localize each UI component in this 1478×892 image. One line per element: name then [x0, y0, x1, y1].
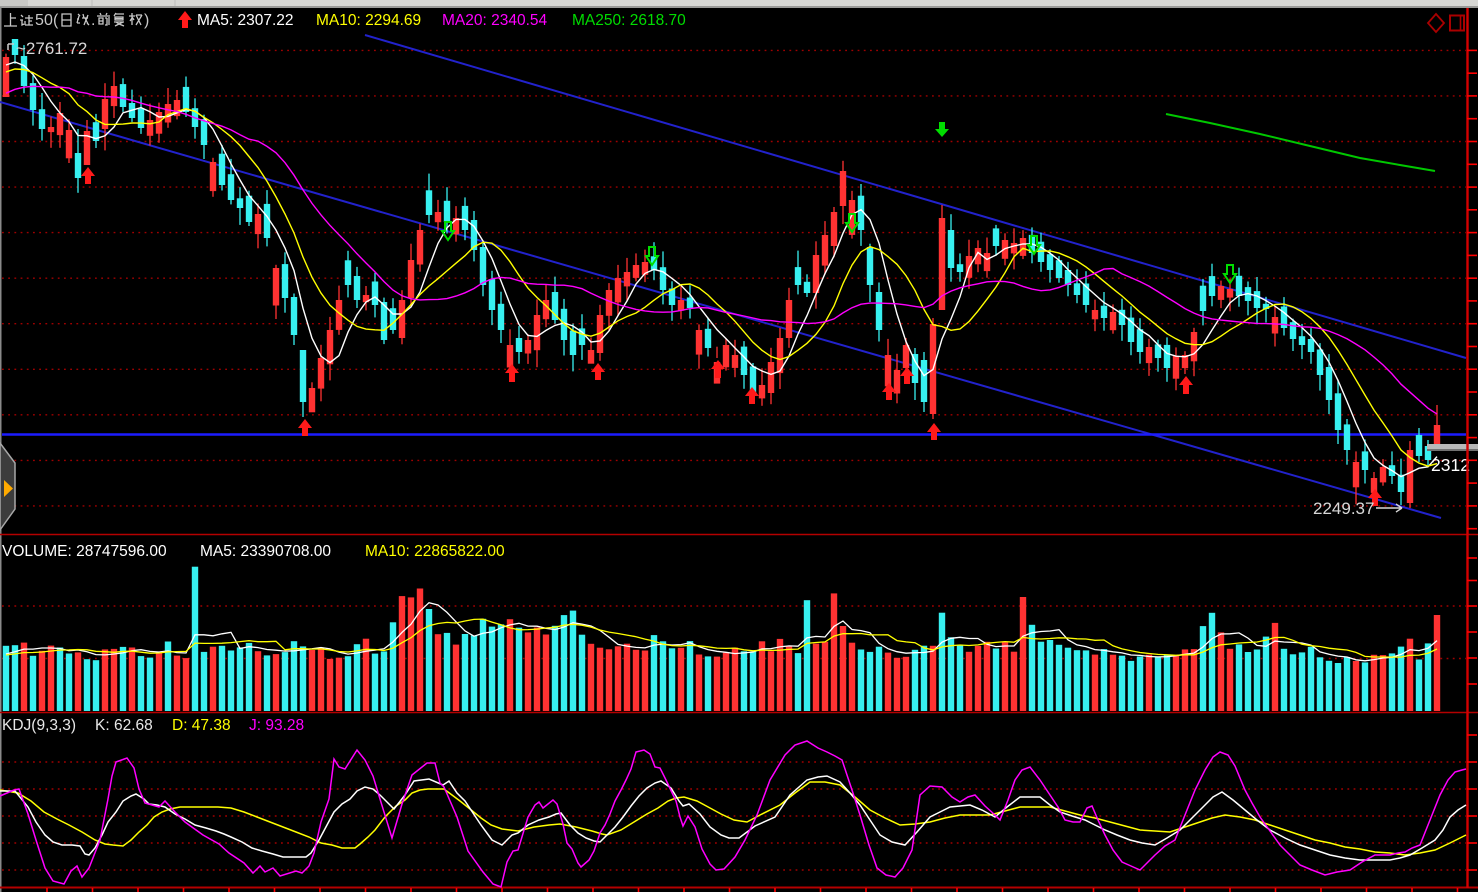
svg-text:): ) [144, 12, 149, 29]
svg-text:J: 93.28: J: 93.28 [249, 717, 304, 734]
svg-text:5: 5 [35, 12, 44, 29]
svg-text:MA10: 22865822.00: MA10: 22865822.00 [365, 543, 505, 560]
svg-text:MA250: 2618.70: MA250: 2618.70 [572, 12, 686, 29]
svg-text:(: ( [53, 12, 59, 29]
svg-text:K: 62.68: K: 62.68 [95, 717, 153, 734]
svg-text:MA5: 23390708.00: MA5: 23390708.00 [200, 543, 331, 560]
svg-text:2312: 2312 [1431, 455, 1470, 475]
svg-text:0: 0 [44, 12, 53, 29]
svg-text:MA5: 2307.22: MA5: 2307.22 [197, 12, 294, 29]
svg-text:VOLUME: 28747596.00: VOLUME: 28747596.00 [2, 543, 167, 560]
svg-text:.: . [91, 12, 95, 29]
svg-text:MA10: 2294.69: MA10: 2294.69 [316, 12, 421, 29]
svg-text:D: 47.38: D: 47.38 [172, 717, 231, 734]
svg-text:MA20: 2340.54: MA20: 2340.54 [442, 12, 548, 29]
svg-text:2249.37: 2249.37 [1313, 499, 1374, 518]
svg-text:~2761.72: ~2761.72 [16, 39, 87, 58]
svg-text:KDJ(9,3,3): KDJ(9,3,3) [2, 717, 76, 734]
